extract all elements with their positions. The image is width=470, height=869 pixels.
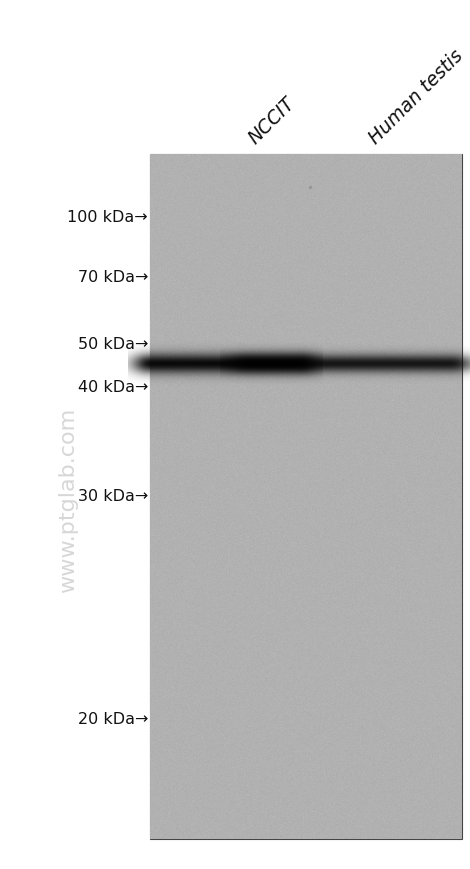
Text: 100 kDa→: 100 kDa→ <box>67 210 148 225</box>
Text: 40 kDa→: 40 kDa→ <box>78 380 148 395</box>
Text: 70 kDa→: 70 kDa→ <box>78 270 148 285</box>
Text: 20 kDa→: 20 kDa→ <box>78 712 148 726</box>
Text: 30 kDa→: 30 kDa→ <box>78 489 148 504</box>
Text: NCCIT: NCCIT <box>245 94 299 148</box>
Text: www.ptglab.com: www.ptglab.com <box>58 407 78 592</box>
Text: Human testis: Human testis <box>365 46 467 148</box>
Text: 50 kDa→: 50 kDa→ <box>78 337 148 352</box>
Bar <box>150 155 462 839</box>
